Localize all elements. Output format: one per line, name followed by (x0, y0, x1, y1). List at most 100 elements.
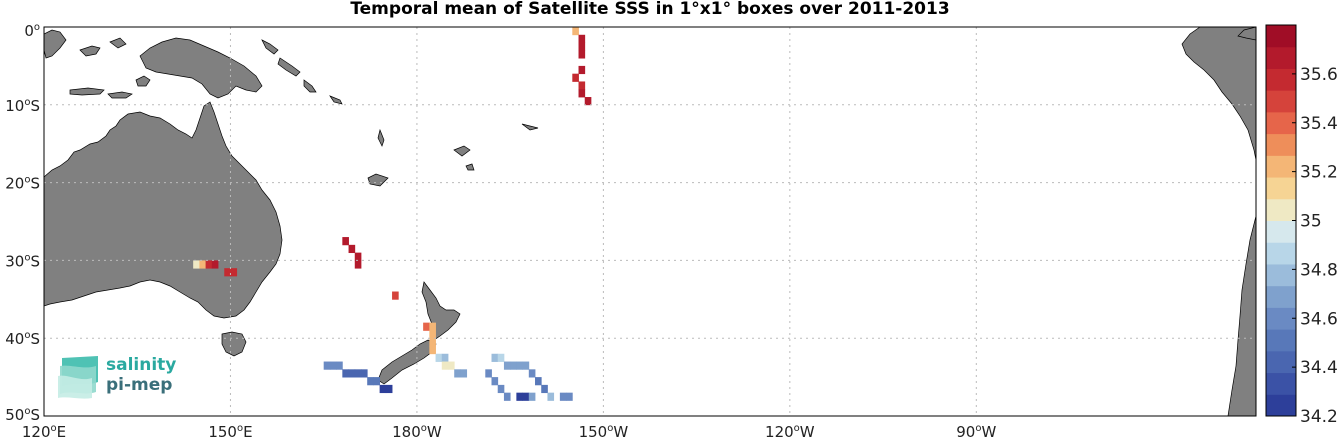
sss-cell (491, 377, 499, 386)
sss-cell (497, 384, 505, 394)
sss-cell (224, 268, 231, 277)
land-australia (44, 101, 283, 319)
lon-tick-label: 180oW (392, 423, 442, 438)
sss-cell (342, 237, 349, 246)
sss-cell (230, 268, 238, 277)
lon-tick-label: 120oW (765, 423, 815, 438)
sss-cell (454, 369, 461, 378)
sss-cell (522, 361, 530, 370)
sss-cell (578, 89, 586, 98)
sss-cell (373, 377, 381, 386)
land-indonesia-west (44, 29, 67, 59)
colorbar-segment (1266, 329, 1296, 352)
sss-cell (516, 361, 523, 370)
sss-cell (329, 361, 337, 370)
sss-cell (342, 369, 349, 378)
sss-cell (522, 392, 530, 401)
lon-tick-labels: 120oE 150oE 180oW 150oW 120oW 90oW (22, 423, 997, 438)
colorbar-segment (1266, 242, 1296, 265)
sss-cell (578, 65, 586, 75)
colorbar-tick-label: 35.6 (1300, 65, 1338, 85)
sss-cell (348, 369, 356, 378)
colorbar-tick-label: 34.6 (1300, 309, 1338, 329)
lat-tick-label: 40oS (5, 330, 40, 348)
colorbar-tick-labels: 35.6 35.4 35.2 35 34.8 34.6 34.4 34.2 (1292, 65, 1338, 427)
sss-cell (354, 260, 362, 269)
colorbar-segment (1266, 133, 1296, 156)
lon-tick-label: 120oE (22, 423, 66, 438)
lat-tick-label: 10oS (5, 97, 40, 115)
colorbar-segment (1266, 90, 1296, 113)
sss-cell (578, 34, 586, 43)
logo-line1: salinity (106, 355, 177, 375)
land-new-guinea (139, 37, 263, 99)
colorbar-segment (1266, 198, 1296, 221)
gridlines (44, 27, 1256, 416)
sss-cell (566, 392, 573, 401)
colorbar-segment (1266, 350, 1296, 374)
land-nz-south (377, 339, 437, 385)
sss-cell (535, 377, 542, 386)
sss-cell (503, 392, 511, 401)
colorbar-segment (1266, 68, 1296, 91)
sss-cell (503, 361, 511, 370)
sss-cell (323, 361, 331, 370)
sss-cell (584, 97, 592, 106)
land-tasmania (221, 331, 247, 357)
sss-cell (367, 377, 374, 386)
lat-tick-label: 0o (24, 22, 40, 40)
sss-cell (423, 322, 430, 331)
colorbar-segment (1266, 394, 1296, 417)
lat-tick-label: 20oS (5, 175, 40, 193)
salinity-pi-mep-logo: salinity pi-mep (58, 352, 208, 402)
colorbar-segment (1266, 220, 1296, 243)
sss-cell (578, 50, 586, 59)
colorbar-tick-label: 35 (1300, 212, 1322, 232)
sss-cell (429, 322, 436, 331)
lat-tick-label: 30oS (5, 252, 40, 270)
sss-cell (385, 384, 393, 394)
land-nz-north (421, 281, 461, 341)
land-layer (44, 27, 1256, 416)
sss-cell (379, 384, 387, 394)
lon-tick-label: 150oE (208, 423, 252, 438)
sss-cell (354, 252, 362, 261)
sss-cell (193, 260, 200, 269)
sss-cell (441, 353, 449, 362)
colorbar-tick-label: 34.2 (1300, 407, 1338, 427)
sss-cell (429, 330, 436, 339)
colorbar-tick-label: 34.4 (1300, 358, 1338, 378)
sss-cell (578, 42, 586, 51)
sss-cell (497, 353, 505, 362)
lat-tick-labels: 0o 10oS 20oS 30oS 40oS 50oS (5, 22, 40, 424)
sss-cell (528, 392, 536, 401)
sss-cell (441, 361, 449, 370)
sss-cell (429, 338, 436, 347)
sss-cell (336, 361, 343, 370)
sss-cell (510, 361, 517, 370)
colorbar-segment (1266, 285, 1296, 308)
sss-cell (392, 291, 399, 300)
colorbar-segment (1266, 307, 1296, 330)
sss-cell (547, 392, 555, 401)
land-central-america (1237, 27, 1256, 41)
lon-tick-label: 90oW (956, 423, 996, 438)
colorbar-segment (1266, 177, 1296, 200)
sss-cell (491, 353, 499, 362)
colorbar-tick-label: 34.8 (1300, 260, 1338, 280)
colorbar-segment (1266, 111, 1296, 135)
colorbar (1265, 24, 1297, 417)
lat-tick-label: 50oS (5, 406, 40, 424)
colorbar-tick-label: 35.4 (1300, 114, 1338, 134)
land-indonesia-islands (69, 37, 151, 99)
colorbar-segment (1266, 155, 1296, 178)
sss-cell (348, 244, 356, 254)
sss-cell (429, 345, 436, 355)
sss-cell (559, 392, 567, 401)
sss-cell (360, 369, 368, 378)
sss-cell (205, 260, 213, 269)
sss-cells (193, 27, 592, 401)
colorbar-segment (1266, 46, 1296, 69)
sss-cell (485, 369, 492, 378)
